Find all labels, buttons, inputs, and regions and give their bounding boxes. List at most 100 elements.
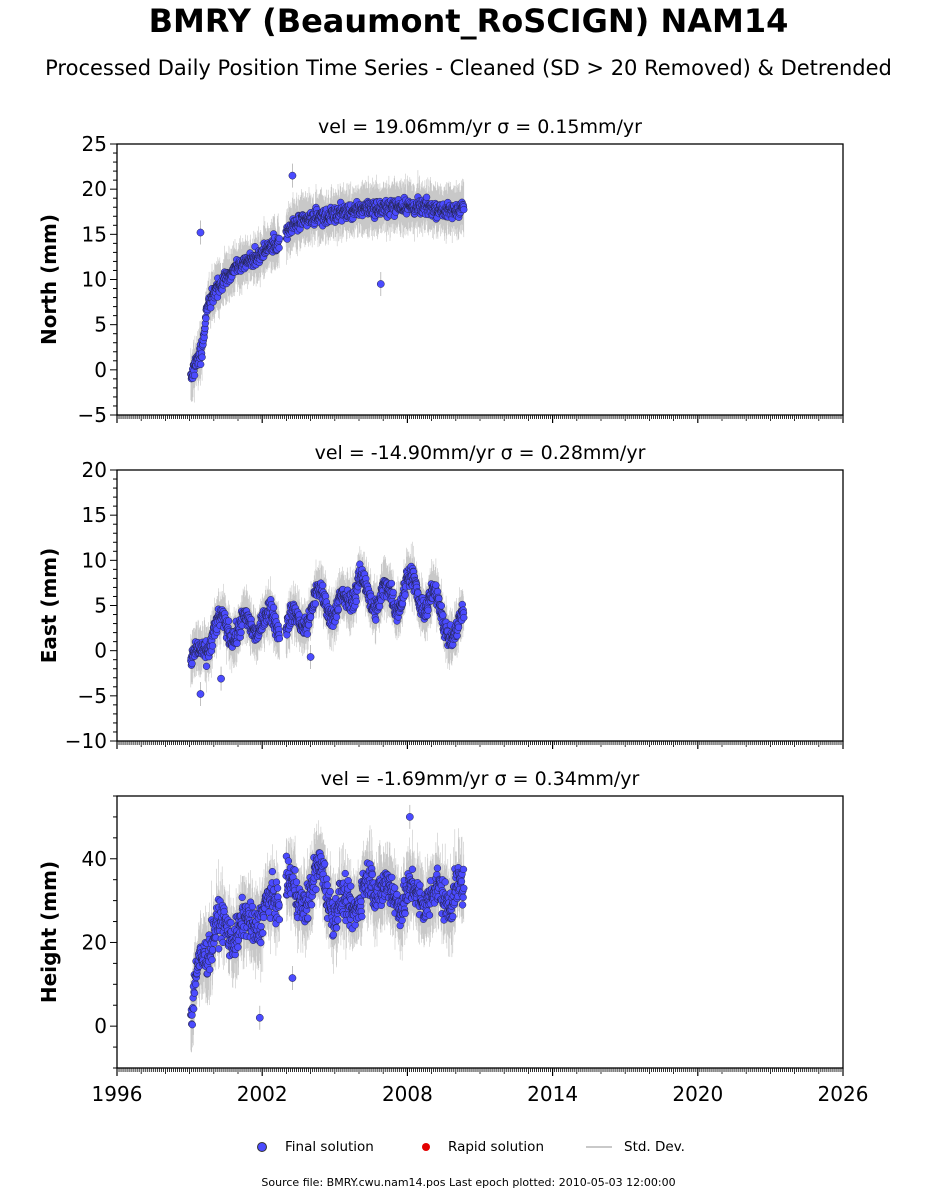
data-point	[437, 602, 446, 610]
source-footer: Source file: BMRY.cwu.nam14.pos Last epo…	[261, 1176, 676, 1189]
y-tick-label: −5	[78, 403, 107, 427]
data-point	[259, 929, 267, 937]
y-tick-label: 20	[82, 930, 107, 954]
plot-area-north	[187, 163, 468, 403]
data-point	[458, 901, 467, 909]
y-tick-label: 40	[82, 847, 107, 871]
y-tick-label: 5	[94, 594, 107, 618]
data-point	[272, 878, 281, 886]
data-point	[334, 916, 342, 924]
data-point	[257, 939, 265, 947]
plot-area-east	[187, 541, 468, 707]
data-point	[202, 314, 210, 323]
data-point	[190, 1005, 198, 1013]
data-point	[441, 878, 449, 886]
data-point	[291, 866, 299, 874]
y-tick-label: 10	[82, 268, 107, 292]
data-point	[326, 887, 334, 896]
y-tick-label: 0	[94, 358, 107, 382]
data-point	[372, 616, 380, 624]
data-point	[460, 884, 468, 892]
data-point	[283, 631, 291, 639]
data-point	[188, 1021, 196, 1029]
outlier-point	[255, 1013, 264, 1022]
panel-title-north: vel = 19.06mm/yr σ = 0.15mm/yr	[318, 116, 642, 138]
data-point	[275, 915, 284, 924]
data-point	[275, 244, 283, 252]
data-point	[398, 916, 406, 924]
data-point	[190, 989, 199, 997]
data-point	[198, 353, 206, 361]
data-point	[449, 912, 457, 921]
outlier-point	[376, 280, 385, 288]
legend: Final solution Rapid solution Std. Dev.	[0, 1137, 937, 1157]
x-tick-label: 2002	[237, 1082, 288, 1106]
data-point	[208, 642, 217, 650]
data-point	[454, 623, 463, 631]
data-point	[388, 873, 396, 882]
data-point	[224, 617, 233, 625]
data-point	[357, 897, 365, 906]
data-point	[220, 907, 228, 916]
data-point	[347, 882, 355, 890]
final-solution-points-height	[187, 849, 468, 1029]
page-subtitle: Processed Daily Position Time Series - C…	[45, 56, 892, 80]
data-point	[408, 865, 417, 873]
data-point	[275, 234, 284, 243]
y-tick-label: −10	[65, 729, 107, 753]
data-point	[304, 914, 312, 922]
outlier-point	[196, 690, 205, 698]
data-point	[248, 902, 257, 911]
data-point	[358, 912, 366, 921]
data-point	[208, 956, 216, 964]
data-point	[192, 980, 200, 989]
data-point	[368, 870, 376, 879]
x-tick-label: 2014	[527, 1082, 578, 1106]
data-point	[323, 881, 331, 889]
y-axis-label-north: North (mm)	[37, 214, 61, 345]
data-point	[292, 878, 301, 886]
panel-height: vel = -1.69mm/yr σ = 0.34mm/yr Height (mm…	[37, 768, 868, 1106]
y-tick-label: 25	[82, 132, 107, 156]
data-point	[341, 869, 349, 878]
data-point	[312, 885, 320, 894]
data-point	[197, 360, 205, 369]
data-point	[321, 860, 329, 868]
data-point	[275, 634, 284, 643]
data-point	[269, 603, 278, 612]
legend-std-label: Std. Dev.	[624, 1139, 685, 1155]
page-title: BMRY (Beaumont_RoSCIGN) NAM14	[148, 2, 789, 40]
std-dev-line-icon	[586, 1146, 612, 1148]
data-point	[432, 581, 440, 589]
data-point	[319, 581, 327, 590]
data-point	[260, 913, 268, 922]
data-point	[401, 591, 409, 599]
data-point	[401, 909, 409, 918]
data-point	[457, 877, 466, 886]
y-tick-label: 5	[94, 313, 107, 337]
x-tick-label: 2020	[672, 1082, 723, 1106]
outlier-point	[405, 813, 414, 821]
x-tick-label: 2008	[382, 1082, 433, 1106]
final-solution-points-north	[187, 193, 468, 383]
legend-item-rapid: Rapid solution	[422, 1137, 544, 1157]
panel-title-height: vel = -1.69mm/yr σ = 0.34mm/yr	[321, 768, 640, 790]
outlier-point	[217, 674, 225, 683]
data-point	[257, 922, 265, 931]
x-tick-label: 2026	[818, 1082, 869, 1106]
y-tick-label: 15	[82, 503, 107, 527]
y-tick-label: 0	[94, 639, 107, 663]
data-point	[329, 931, 338, 939]
data-point	[375, 602, 384, 611]
panel-north: vel = 19.06mm/yr σ = 0.15mm/yr North (mm)…	[37, 116, 844, 427]
legend-rapid-label: Rapid solution	[448, 1139, 544, 1155]
y-tick-label: −5	[78, 684, 107, 708]
data-point	[323, 875, 331, 883]
y-tick-label: 20	[82, 177, 107, 201]
data-point	[425, 911, 434, 919]
data-point	[234, 943, 242, 951]
data-point	[188, 1011, 196, 1019]
final-solution-points-east	[187, 560, 468, 670]
y-axis-label-east: East (mm)	[37, 548, 61, 664]
data-point	[233, 639, 241, 648]
